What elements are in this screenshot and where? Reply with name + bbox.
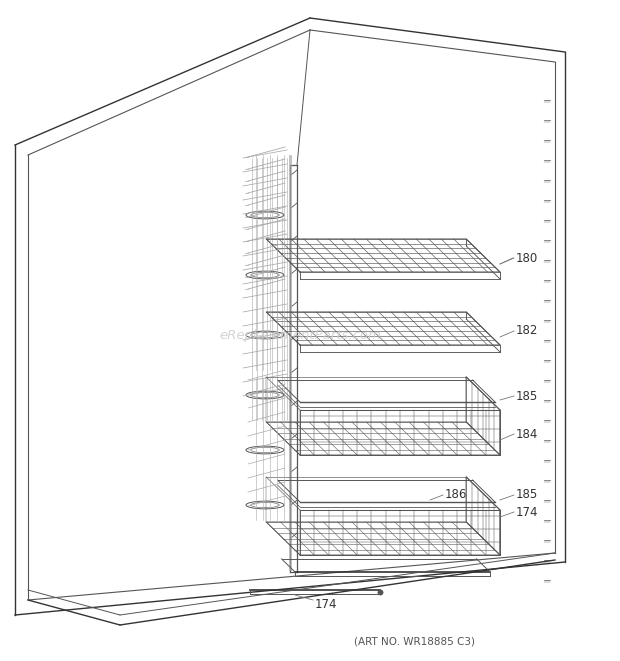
- Text: 182: 182: [516, 325, 538, 338]
- Text: 184: 184: [516, 428, 538, 440]
- Text: 186: 186: [445, 488, 467, 502]
- Text: 185: 185: [516, 488, 538, 502]
- Text: eReplacementParts.com: eReplacementParts.com: [219, 329, 381, 342]
- Text: (ART NO. WR18885 C3): (ART NO. WR18885 C3): [355, 636, 476, 646]
- Text: 180: 180: [516, 251, 538, 264]
- Text: 185: 185: [516, 389, 538, 403]
- Text: 174: 174: [516, 506, 539, 518]
- Text: 174: 174: [315, 598, 337, 611]
